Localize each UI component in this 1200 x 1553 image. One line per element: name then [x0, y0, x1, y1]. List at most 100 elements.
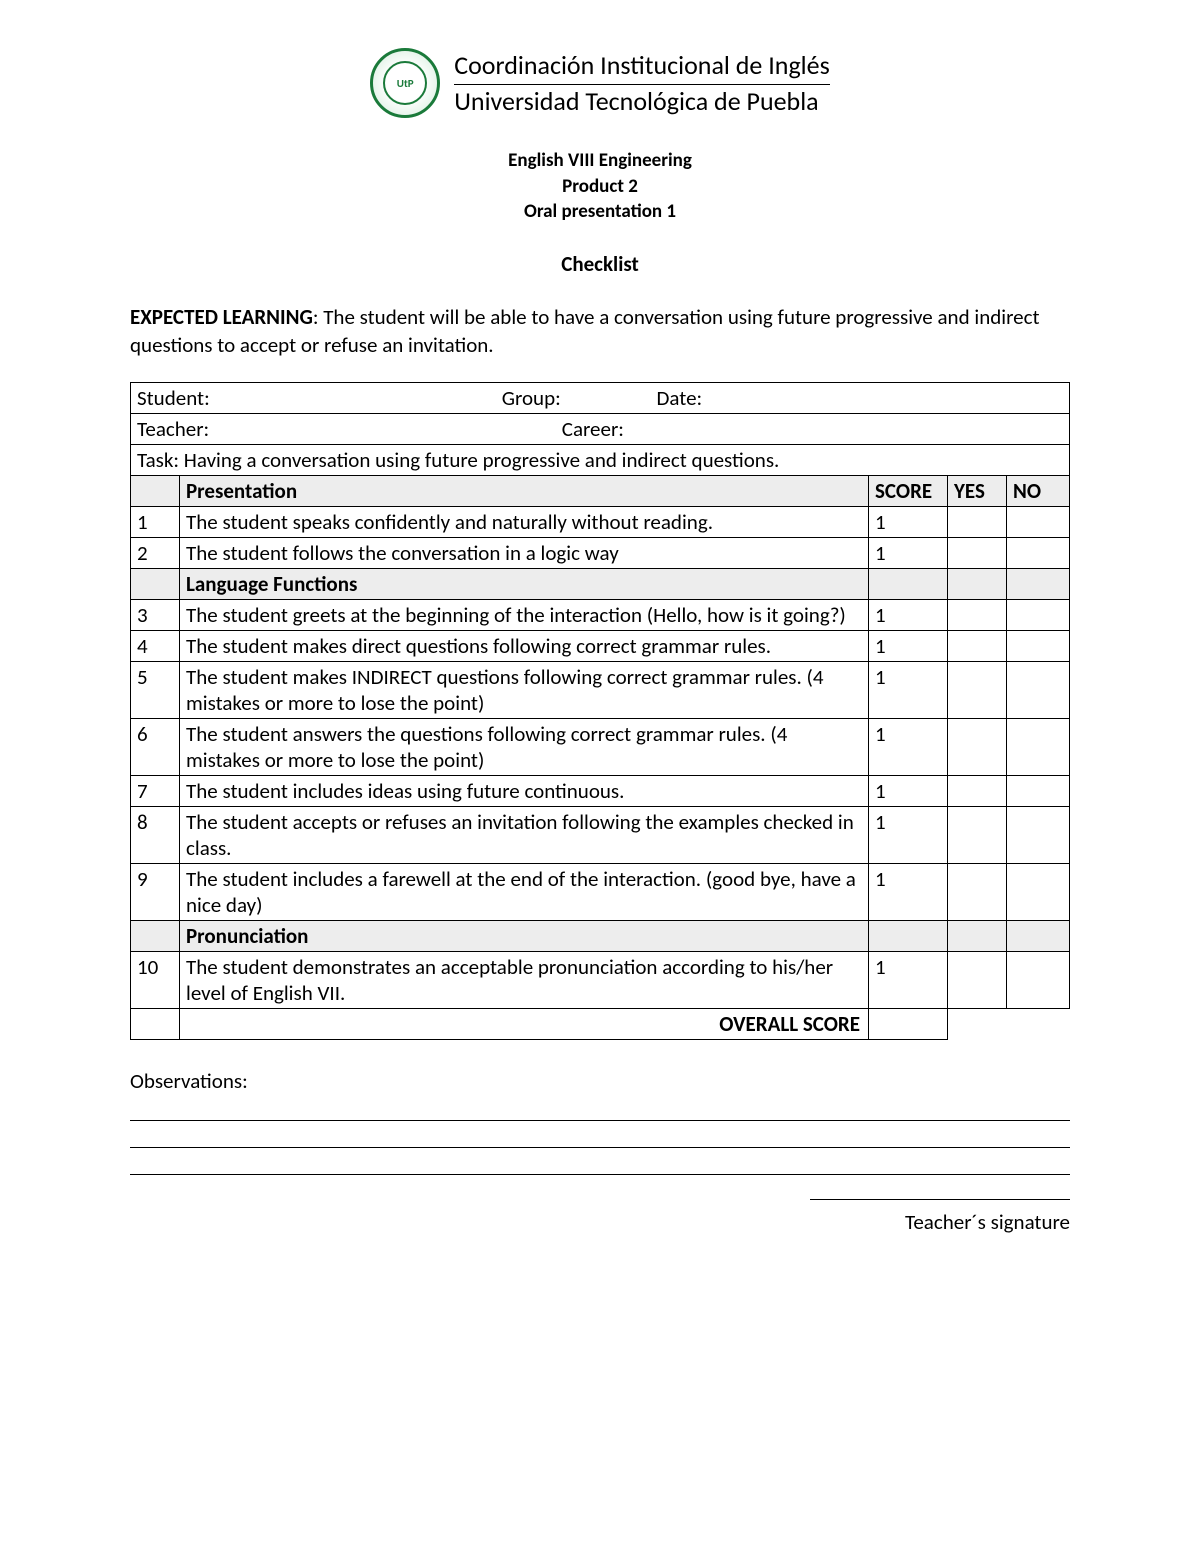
- row-yes[interactable]: [948, 806, 1007, 863]
- career-label: Career:: [562, 416, 624, 442]
- row-no[interactable]: [1007, 661, 1070, 718]
- signature-label: Teacher´s signature: [130, 1209, 1070, 1235]
- row-score: 1: [869, 661, 948, 718]
- date-label: Date:: [657, 385, 703, 411]
- institution-header: UtP Coordinación Institucional de Inglés…: [130, 48, 1070, 118]
- row-score: 1: [869, 951, 948, 1008]
- observation-line[interactable]: [130, 1096, 1070, 1121]
- row-text: The student follows the conversation in …: [180, 537, 869, 568]
- row-text: The student makes direct questions follo…: [180, 630, 869, 661]
- row-no[interactable]: [1007, 630, 1070, 661]
- expected-label: EXPECTED LEARNING: [130, 304, 313, 330]
- observations-block: Observations:: [130, 1068, 1070, 1175]
- observation-line[interactable]: [130, 1123, 1070, 1148]
- col-no: NO: [1007, 475, 1070, 506]
- observations-label: Observations:: [130, 1068, 1070, 1094]
- row-score: 1: [869, 599, 948, 630]
- table-row: 3 The student greets at the beginning of…: [131, 599, 1070, 630]
- overall-score-cell[interactable]: [869, 1008, 948, 1039]
- row-score: 1: [869, 718, 948, 775]
- section-language-functions: Language Functions: [131, 568, 1070, 599]
- group-label: Group:: [502, 385, 561, 411]
- document-title: English VIII Engineering Product 2 Oral …: [130, 148, 1070, 225]
- task-text: Task: Having a conversation using future…: [131, 444, 1070, 475]
- row-score: 1: [869, 863, 948, 920]
- row-num: 9: [131, 863, 180, 920]
- row-text: The student includes ideas using future …: [180, 775, 869, 806]
- org-line-1: Coordinación Institucional de Inglés: [454, 49, 830, 85]
- table-row: 4 The student makes direct questions fol…: [131, 630, 1070, 661]
- teacher-label: Teacher:: [137, 416, 209, 442]
- institution-name: Coordinación Institucional de Inglés Uni…: [454, 49, 830, 117]
- row-yes[interactable]: [948, 506, 1007, 537]
- row-yes[interactable]: [948, 775, 1007, 806]
- row-text: The student answers the questions follow…: [180, 718, 869, 775]
- observation-line[interactable]: [130, 1150, 1070, 1175]
- row-text: The student speaks confidently and natur…: [180, 506, 869, 537]
- info-row-2: Teacher: Career:: [131, 413, 1070, 444]
- row-no[interactable]: [1007, 775, 1070, 806]
- expected-learning: EXPECTED LEARNING: The student will be a…: [130, 303, 1070, 360]
- section-label: Language Functions: [180, 568, 869, 599]
- row-text: The student includes a farewell at the e…: [180, 863, 869, 920]
- logo-abbrev: UtP: [383, 61, 427, 105]
- org-line-2: Universidad Tecnológica de Puebla: [454, 85, 830, 118]
- row-score: 1: [869, 775, 948, 806]
- title-line-3: Oral presentation 1: [130, 199, 1070, 225]
- row-num: 8: [131, 806, 180, 863]
- section-pronunciation: Pronunciation: [131, 920, 1070, 951]
- row-num: 1: [131, 506, 180, 537]
- col-score: SCORE: [869, 475, 948, 506]
- row-num: 10: [131, 951, 180, 1008]
- row-yes[interactable]: [948, 661, 1007, 718]
- section-presentation: Presentation SCORE YES NO: [131, 475, 1070, 506]
- student-label: Student:: [137, 385, 210, 411]
- table-row: 6 The student answers the questions foll…: [131, 718, 1070, 775]
- col-presentation: Presentation: [180, 475, 869, 506]
- signature-line[interactable]: [810, 1199, 1070, 1201]
- table-row: 2 The student follows the conversation i…: [131, 537, 1070, 568]
- row-yes[interactable]: [948, 718, 1007, 775]
- rubric-table: Student: Group: Date: Teacher: Career: T…: [130, 382, 1070, 1040]
- row-score: 1: [869, 506, 948, 537]
- row-yes[interactable]: [948, 630, 1007, 661]
- signature-block: Teacher´s signature: [130, 1183, 1070, 1235]
- overall-row: OVERALL SCORE: [131, 1008, 1070, 1039]
- row-no[interactable]: [1007, 506, 1070, 537]
- checklist-heading: Checklist: [130, 251, 1070, 277]
- table-row: 10 The student demonstrates an acceptabl…: [131, 951, 1070, 1008]
- row-text: The student greets at the beginning of t…: [180, 599, 869, 630]
- row-yes[interactable]: [948, 863, 1007, 920]
- row-no[interactable]: [1007, 718, 1070, 775]
- row-no[interactable]: [1007, 537, 1070, 568]
- document-page: UtP Coordinación Institucional de Inglés…: [0, 0, 1200, 1553]
- task-row: Task: Having a conversation using future…: [131, 444, 1070, 475]
- table-row: 1 The student speaks confidently and nat…: [131, 506, 1070, 537]
- row-no[interactable]: [1007, 863, 1070, 920]
- row-score: 1: [869, 630, 948, 661]
- title-line-2: Product 2: [130, 174, 1070, 200]
- row-yes[interactable]: [948, 537, 1007, 568]
- row-text: The student accepts or refuses an invita…: [180, 806, 869, 863]
- row-num: 5: [131, 661, 180, 718]
- table-row: 5 The student makes INDIRECT questions f…: [131, 661, 1070, 718]
- row-num: 2: [131, 537, 180, 568]
- row-num: 4: [131, 630, 180, 661]
- row-no[interactable]: [1007, 599, 1070, 630]
- overall-label: OVERALL SCORE: [180, 1008, 869, 1039]
- row-no[interactable]: [1007, 951, 1070, 1008]
- row-num: 3: [131, 599, 180, 630]
- row-text: The student demonstrates an acceptable p…: [180, 951, 869, 1008]
- row-score: 1: [869, 537, 948, 568]
- row-yes[interactable]: [948, 951, 1007, 1008]
- col-yes: YES: [948, 475, 1007, 506]
- row-num: 7: [131, 775, 180, 806]
- title-line-1: English VIII Engineering: [130, 148, 1070, 174]
- table-row: 7 The student includes ideas using futur…: [131, 775, 1070, 806]
- row-no[interactable]: [1007, 806, 1070, 863]
- row-yes[interactable]: [948, 599, 1007, 630]
- table-row: 8 The student accepts or refuses an invi…: [131, 806, 1070, 863]
- row-text: The student makes INDIRECT questions fol…: [180, 661, 869, 718]
- info-row-1: Student: Group: Date:: [131, 382, 1070, 413]
- row-score: 1: [869, 806, 948, 863]
